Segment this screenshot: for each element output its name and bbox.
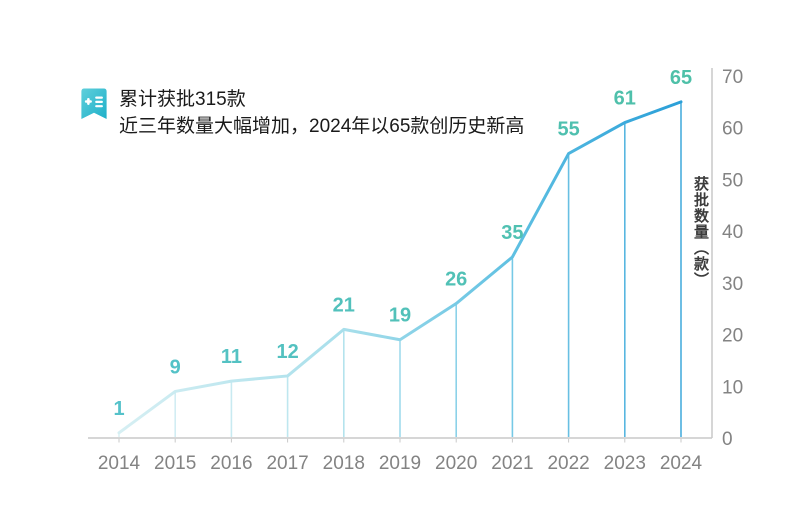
x-tick-label: 2020 xyxy=(435,453,477,474)
x-tick-label: 2019 xyxy=(379,453,421,474)
y-tick-label: 70 xyxy=(722,67,743,88)
x-tick-label: 2017 xyxy=(266,453,308,474)
data-point-label: 19 xyxy=(389,305,411,327)
data-point-label: 61 xyxy=(614,88,636,110)
data-point-label: 9 xyxy=(170,356,181,378)
medical-list-badge-icon xyxy=(80,88,108,120)
y-tick-label: 20 xyxy=(722,326,743,347)
x-tick-label: 2016 xyxy=(210,453,252,474)
y-tick-label: 10 xyxy=(722,377,743,398)
x-tick-label: 2015 xyxy=(154,453,196,474)
x-tick-label: 2021 xyxy=(491,453,533,474)
annotation-block: 累计获批315款 近三年数量大幅增加，2024年以65款创历史新高 xyxy=(80,86,524,140)
x-tick-label: 2022 xyxy=(547,453,589,474)
data-point-label: 55 xyxy=(557,119,579,141)
x-tick-label: 2018 xyxy=(323,453,365,474)
y-tick-label: 40 xyxy=(722,222,743,243)
data-point-label: 11 xyxy=(221,346,242,368)
data-point-label: 21 xyxy=(333,294,355,316)
y-tick-label: 0 xyxy=(722,429,733,450)
trend-line xyxy=(117,100,683,435)
y-tick-label: 60 xyxy=(722,119,743,140)
y-tick-label: 30 xyxy=(722,274,743,295)
annotation-title: 累计获批315款 xyxy=(119,89,246,110)
data-point-label: 65 xyxy=(670,67,692,89)
annotation-subtitle: 近三年数量大幅增加，2024年以65款创历史新高 xyxy=(119,116,525,137)
x-tick-label: 2014 xyxy=(98,453,141,474)
y-axis-title: 获批数量（款） xyxy=(692,176,709,288)
data-point-label: 1 xyxy=(113,398,124,420)
y-tick-label: 50 xyxy=(722,170,743,191)
annotation-text: 累计获批315款 近三年数量大幅增加，2024年以65款创历史新高 xyxy=(119,86,524,140)
x-tick-label: 2023 xyxy=(604,453,646,474)
x-tick-label: 2024 xyxy=(660,453,703,474)
data-point-label: 26 xyxy=(445,269,467,291)
data-point-label: 12 xyxy=(276,341,298,363)
data-point-label: 35 xyxy=(501,222,523,244)
